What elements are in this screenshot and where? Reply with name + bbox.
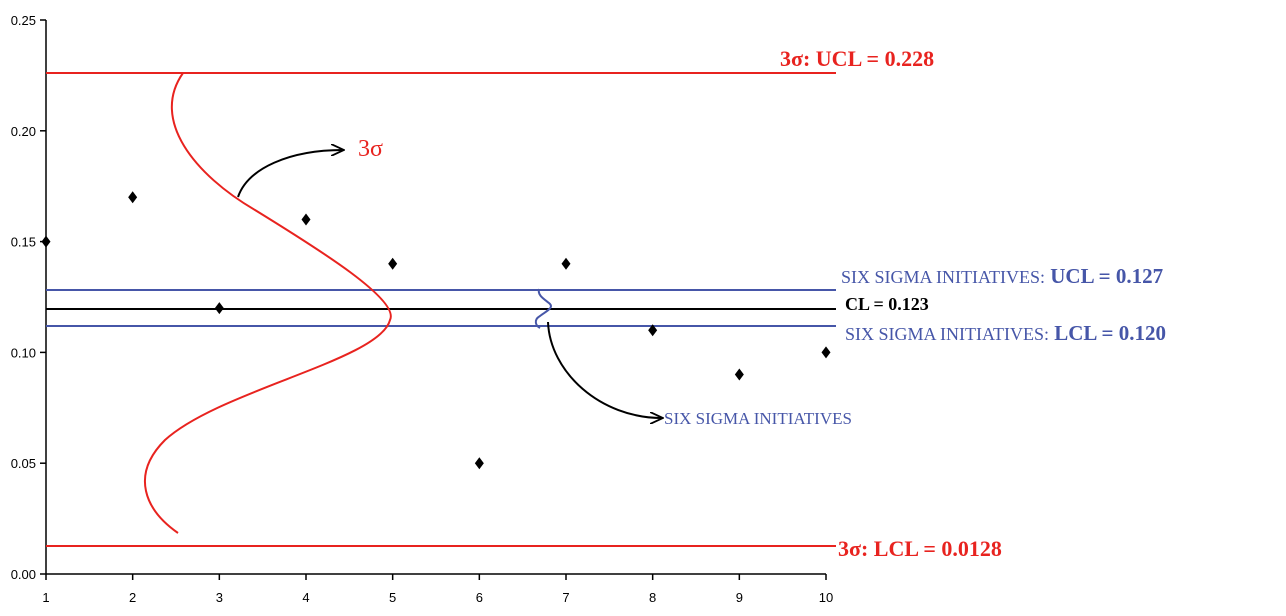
ucl-3sigma-label: 3σ: UCL = 0.228 — [780, 46, 934, 71]
x-tick-label: 3 — [216, 590, 223, 605]
data-point — [301, 213, 311, 226]
x-tick-label: 2 — [129, 590, 136, 605]
data-point — [821, 346, 831, 359]
x-tick-label: 5 — [389, 590, 396, 605]
six-sigma-curve — [534, 288, 552, 329]
three-sigma-arrow — [237, 150, 343, 198]
y-ticks: 0.00 0.05 0.10 0.15 0.20 0.25 — [11, 13, 46, 582]
control-lines — [46, 72, 836, 547]
data-point — [41, 235, 51, 248]
data-point — [474, 457, 484, 470]
data-point — [388, 257, 398, 270]
y-tick-label: 0.05 — [11, 456, 36, 471]
x-tick-label: 6 — [476, 590, 483, 605]
data-point — [214, 302, 224, 315]
six-sigma-annotation: SIX SIGMA INITIATIVES — [664, 409, 852, 428]
cl-label: CL = 0.123 — [845, 294, 929, 314]
ucl-six-sigma-label: SIX SIGMA INITIATIVES: UCL = 0.127 — [841, 264, 1163, 288]
lcl-3sigma-label: 3σ: LCL = 0.0128 — [838, 536, 1002, 561]
y-tick-label: 0.10 — [11, 345, 36, 360]
x-ticks: 1 2 3 4 5 6 7 8 9 10 — [42, 574, 833, 605]
data-point — [561, 257, 571, 270]
data-point — [648, 324, 658, 337]
y-tick-label: 0.20 — [11, 124, 36, 139]
data-points — [41, 191, 831, 470]
x-tick-label: 7 — [562, 590, 569, 605]
x-tick-label: 10 — [819, 590, 833, 605]
y-tick-label: 0.00 — [11, 567, 36, 582]
three-sigma-curve — [143, 72, 392, 534]
x-tick-label: 9 — [736, 590, 743, 605]
lcl-six-sigma-label: SIX SIGMA INITIATIVES: LCL = 0.120 — [845, 321, 1166, 345]
data-point — [128, 191, 138, 204]
y-tick-label: 0.15 — [11, 235, 36, 250]
three-sigma-annotation: 3σ — [358, 136, 383, 162]
x-tick-label: 4 — [302, 590, 309, 605]
x-tick-label: 1 — [42, 590, 49, 605]
data-point — [734, 368, 744, 381]
y-tick-label: 0.25 — [11, 13, 36, 28]
six-sigma-arrow — [547, 321, 662, 418]
x-tick-label: 8 — [649, 590, 656, 605]
